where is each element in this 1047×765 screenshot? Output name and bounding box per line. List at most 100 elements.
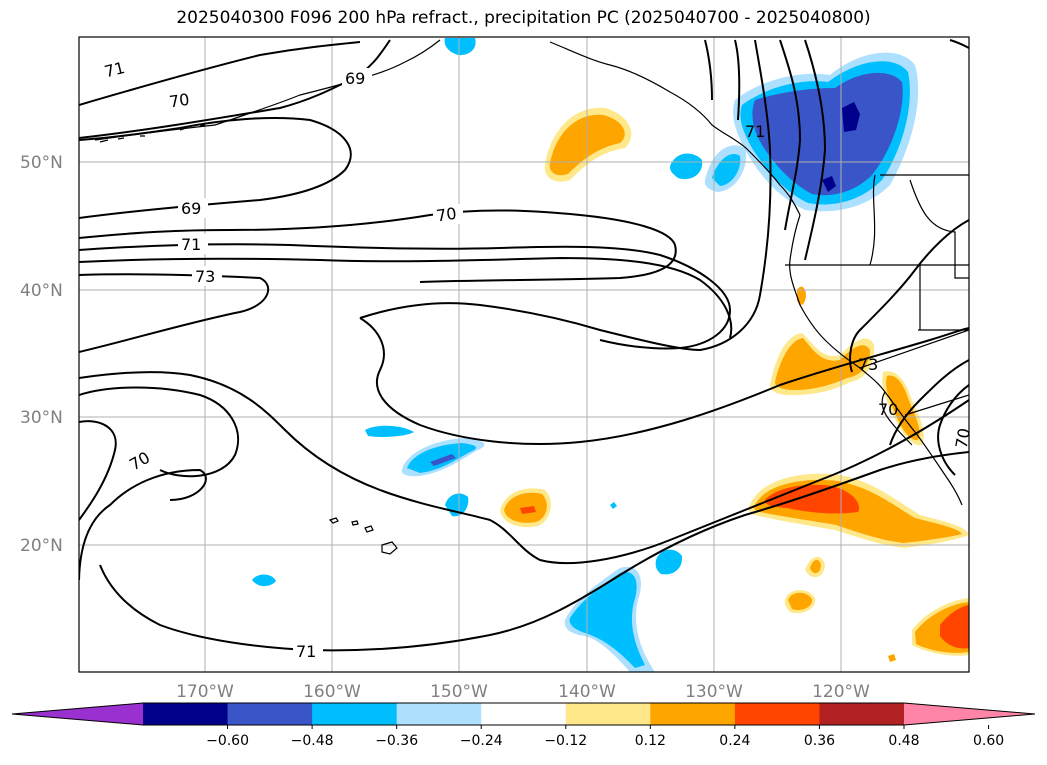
refractivity-contours xyxy=(79,39,969,652)
colorbar-segment xyxy=(227,703,313,725)
colorbar-tick-label: 0.36 xyxy=(804,733,835,749)
coastlines xyxy=(94,39,969,555)
precip-alaska-top xyxy=(444,38,476,56)
contour-line-11 xyxy=(79,386,240,478)
colorbar-segment xyxy=(734,703,820,725)
map-frame xyxy=(78,36,970,673)
precip-blue-f xyxy=(610,502,617,509)
precip-oregon-coast xyxy=(797,286,806,305)
contour-label-71-south: 71 xyxy=(296,642,316,661)
contour-label-70: 70 xyxy=(168,90,191,112)
precip-se-corner-red xyxy=(940,605,969,649)
colorbar-tick-label: −0.12 xyxy=(544,733,587,749)
graticule xyxy=(79,37,969,672)
precip-small-orange1-core xyxy=(810,559,821,574)
colorbar-segment xyxy=(650,703,736,725)
latitude-labels: 50°N 40°N 30°N 20°N xyxy=(20,153,63,556)
lon-label-150w: 150°W xyxy=(430,682,488,702)
lon-label-170w: 170°W xyxy=(176,682,234,702)
contour-label-70-baja: 70 xyxy=(878,400,898,419)
colorbar-tick-label: 0.48 xyxy=(888,733,919,749)
contour-line-3 xyxy=(79,117,352,219)
colorbar-tick-label: 0.24 xyxy=(719,733,750,749)
contour-label-71-bc: 71 xyxy=(745,122,765,141)
colorbar-outline xyxy=(11,702,1036,726)
precip-blue-south xyxy=(569,572,645,668)
contour-label-71-mid: 71 xyxy=(181,235,201,254)
lon-label-130w: 130°W xyxy=(685,682,743,702)
lon-label-160w: 160°W xyxy=(303,682,361,702)
coastline-baja-mexico xyxy=(881,391,963,506)
precip-blob-northwest-dark1 xyxy=(842,102,860,132)
coastline-alaska xyxy=(94,39,441,141)
colorbar-tick-label: 0.12 xyxy=(635,733,666,749)
contour-line-13 xyxy=(79,468,207,581)
contour-line-12 xyxy=(79,420,117,521)
coastline-mainland-border xyxy=(785,174,969,416)
lat-label-40n: 40°N xyxy=(20,281,63,301)
contour-line-8 xyxy=(359,39,772,352)
lat-label-20n: 20°N xyxy=(20,536,63,556)
lon-label-120w: 120°W xyxy=(812,682,870,702)
hawaii-islands xyxy=(328,517,398,555)
precip-blob-northwest-dark2 xyxy=(822,176,836,192)
contour-line-5 xyxy=(79,243,732,350)
colorbar-segment xyxy=(312,703,398,725)
contour-label-70-mid: 70 xyxy=(435,204,458,226)
colorbar-tick-label: −0.48 xyxy=(291,733,334,749)
colorbar-segment xyxy=(396,703,482,725)
precip-blue-b xyxy=(365,425,414,437)
contour-line-10 xyxy=(79,371,969,565)
colorbar-tick-label: 0.60 xyxy=(973,733,1004,749)
contour-line-7 xyxy=(79,273,270,353)
contour-line-19 xyxy=(704,39,827,261)
colorbar-tick-label: −0.60 xyxy=(206,733,249,749)
precip-blue-e xyxy=(252,574,276,587)
lon-label-140w: 140°W xyxy=(558,682,616,702)
contour-line-14 xyxy=(99,451,969,652)
coastline-gulf xyxy=(549,41,801,216)
precip-california xyxy=(775,338,870,390)
contour-line-16 xyxy=(889,359,969,446)
contour-line-6 xyxy=(79,256,733,339)
colorbar-segment xyxy=(565,703,651,725)
contour-line-17 xyxy=(937,384,969,476)
colorbar-segment xyxy=(481,703,567,725)
contour-line-4 xyxy=(79,209,677,283)
coastline-alaska-islands xyxy=(99,124,206,143)
precip-blob-northwest-core xyxy=(752,72,903,196)
longitude-labels: 170°W 160°W 150°W 140°W 130°W 120°W xyxy=(176,682,870,702)
contour-label-73: 73 xyxy=(195,267,215,286)
map-title: 2025040300 F096 200 hPa refract., precip… xyxy=(176,8,871,28)
contour-line-15 xyxy=(849,219,969,373)
colorbar-extend-low xyxy=(12,703,143,725)
contour-line-2 xyxy=(79,39,391,139)
contour-label-69-north: 69 xyxy=(345,69,365,88)
contour-labels: 71 70 69 69 70 71 73 70 71 73 70 71 70 xyxy=(100,58,974,661)
precip-blue-d xyxy=(655,549,683,575)
map-area xyxy=(79,37,969,672)
contour-label-69: 69 xyxy=(181,199,201,218)
precip-blue-a-core xyxy=(430,454,456,466)
colorbar-segment xyxy=(819,703,905,725)
precip-small-orange2-core xyxy=(788,592,813,610)
contour-label-70-mexico: 70 xyxy=(952,427,974,450)
lat-label-50n: 50°N xyxy=(20,153,63,173)
coastline-inland-states xyxy=(869,174,969,330)
colorbar-tick-label: −0.24 xyxy=(460,733,503,749)
precip-baja xyxy=(886,375,920,441)
contour-label-71: 71 xyxy=(102,58,126,81)
contour-line-9 xyxy=(359,317,969,446)
colorbar-extend-high xyxy=(904,703,1035,725)
colorbar-tick-label: −0.36 xyxy=(375,733,418,749)
contour-line-18 xyxy=(949,39,969,49)
colorbar: −0.60 −0.48 −0.36 −0.24 −0.12 0.12 0.24 0.36 0.4… xyxy=(11,702,1036,749)
precip-small-bc xyxy=(670,153,703,180)
contour-label-73-ca: 73 xyxy=(858,355,878,374)
precip-subtropics-red xyxy=(520,506,536,514)
contour-line-1 xyxy=(79,41,361,106)
lat-label-30n: 30°N xyxy=(20,408,63,428)
colorbar-segment xyxy=(143,703,229,725)
precip-tiny-orange xyxy=(888,654,896,662)
